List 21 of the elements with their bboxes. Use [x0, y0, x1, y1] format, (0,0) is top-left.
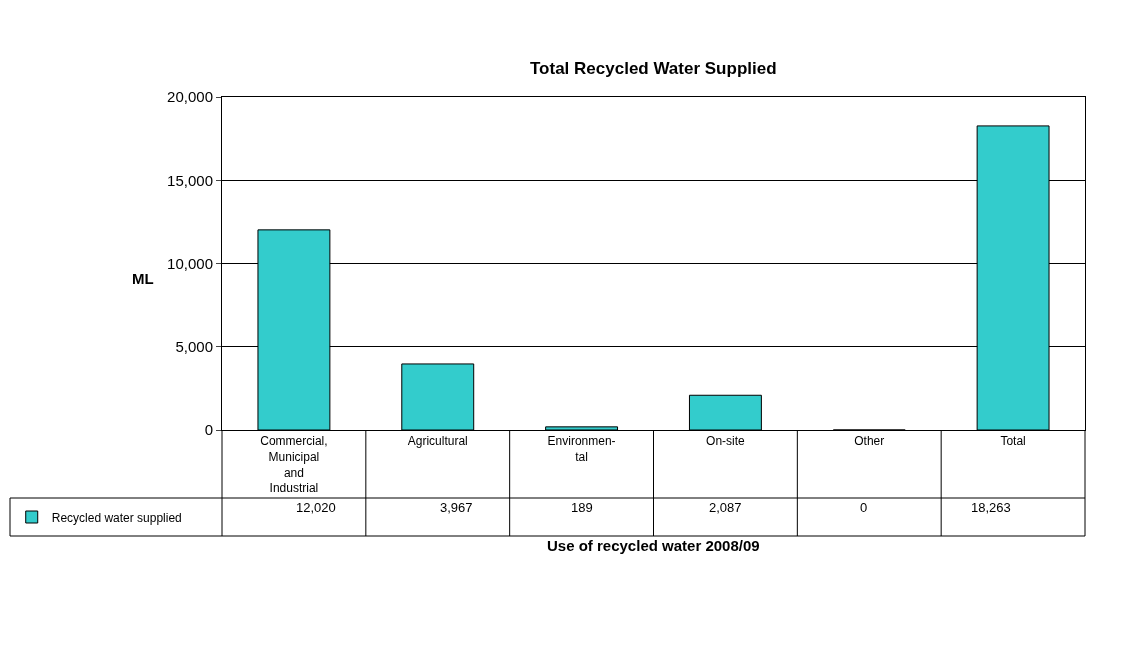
legend-label: Recycled water supplied: [51, 510, 182, 525]
x-tick-label: Total: [1000, 434, 1026, 449]
chart-title: Total Recycled Water Supplied: [530, 59, 777, 78]
y-tick-label: 15,000: [167, 171, 213, 189]
y-tick-label: 5,000: [175, 338, 213, 355]
x-tick-label: On-site: [706, 434, 746, 449]
x-tick-label: Agricultural: [407, 434, 468, 449]
y-tick-label: 0: [204, 421, 213, 439]
text: 3,967: [440, 500, 473, 515]
x-tick-label: Environmen- tal: [547, 434, 616, 464]
text: 12,020: [296, 500, 336, 515]
text: 189: [571, 500, 593, 515]
y-tick-label: 10,000: [167, 254, 213, 272]
text: 18,263: [971, 500, 1011, 515]
text: 2,087: [709, 500, 742, 515]
y-axis-title: ML: [132, 270, 154, 287]
x-axis-title: Use of recycled water 2008/09: [547, 537, 760, 554]
x-tick-label: Other: [854, 434, 885, 449]
x-tick-label: Commercial, Municipal and Industrial: [260, 434, 328, 496]
text: 0: [860, 500, 868, 515]
y-tick-label: 20,000: [167, 88, 213, 106]
